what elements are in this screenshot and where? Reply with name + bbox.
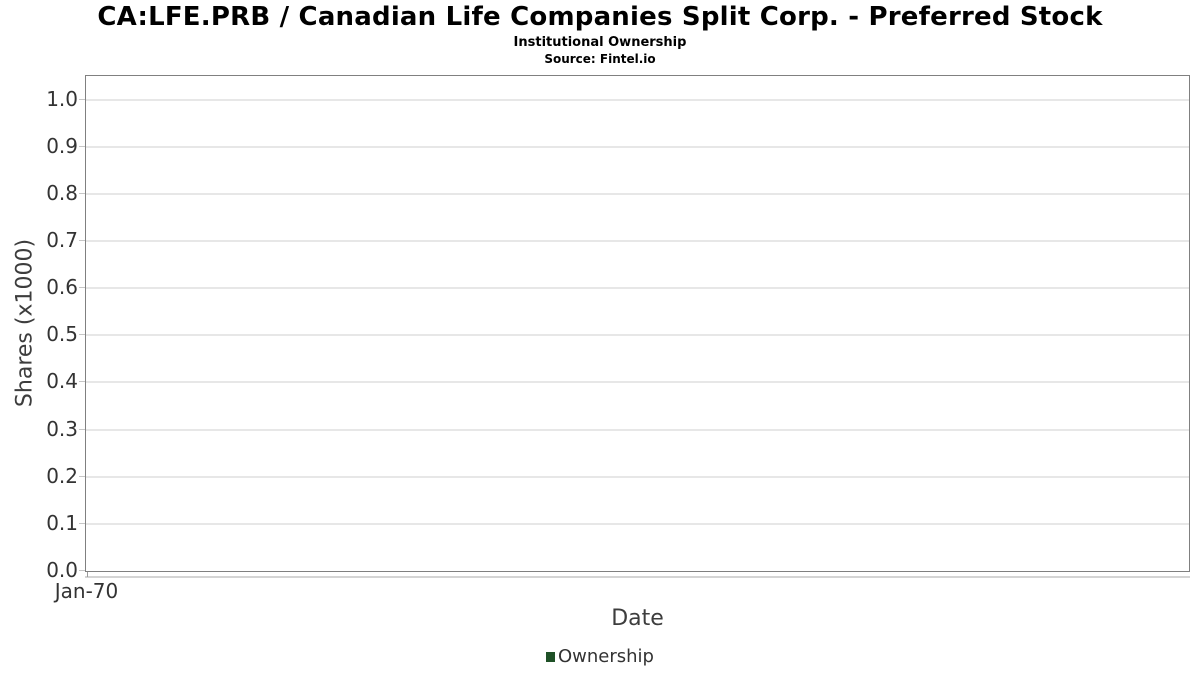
y-axis-tick-mark <box>79 146 85 147</box>
chart-source: Source: Fintel.io <box>544 52 656 66</box>
gridline <box>86 429 1189 431</box>
y-axis-tick-mark <box>79 287 85 288</box>
legend[interactable]: Ownership <box>0 646 1200 667</box>
y-axis-tick-label: 0.8 <box>46 181 78 205</box>
gridline <box>86 334 1189 336</box>
y-axis-tick-mark <box>79 99 85 100</box>
legend-swatch-ownership <box>546 651 555 662</box>
y-axis-tick-mark <box>79 381 85 382</box>
gridline <box>86 240 1189 242</box>
chart-subtitle: Institutional Ownership <box>513 35 687 50</box>
y-axis-tick-mark <box>79 523 85 524</box>
gridline <box>86 287 1189 289</box>
y-axis-tick-label: 0.2 <box>46 464 78 488</box>
y-axis-tick-mark <box>79 570 85 571</box>
gridline <box>86 99 1189 101</box>
y-axis-tick-mark <box>79 240 85 241</box>
y-axis-tick-label: 0.9 <box>46 134 78 158</box>
y-axis-tick-label: 0.4 <box>46 369 78 393</box>
x-axis-tick-label: Jan-70 <box>54 579 119 603</box>
x-axis-line <box>85 576 1190 578</box>
y-axis-tick-label: 1.0 <box>46 87 78 111</box>
x-axis-tick-mark <box>87 572 88 577</box>
y-axis-tick-mark <box>79 476 85 477</box>
plot-area <box>85 75 1190 572</box>
gridline <box>86 381 1189 383</box>
chart-title: CA:LFE.PRB / Canadian Life Companies Spl… <box>97 2 1103 32</box>
y-axis-tick-mark <box>79 193 85 194</box>
gridline <box>86 146 1189 148</box>
y-axis-tick-label: 0.3 <box>46 417 78 441</box>
legend-label-ownership: Ownership <box>558 646 654 667</box>
y-axis-tick-mark <box>79 334 85 335</box>
y-axis-tick-label: 0.0 <box>46 558 78 582</box>
gridline <box>86 523 1189 525</box>
gridline <box>86 193 1189 195</box>
gridline <box>86 476 1189 478</box>
y-axis-tick-label: 0.6 <box>46 275 78 299</box>
y-axis-tick-mark <box>79 429 85 430</box>
x-axis-title: Date <box>611 606 664 631</box>
y-axis-tick-label: 0.7 <box>46 228 78 252</box>
y-axis-tick-label: 0.5 <box>46 322 78 346</box>
y-axis-tick-label: 0.1 <box>46 511 78 535</box>
